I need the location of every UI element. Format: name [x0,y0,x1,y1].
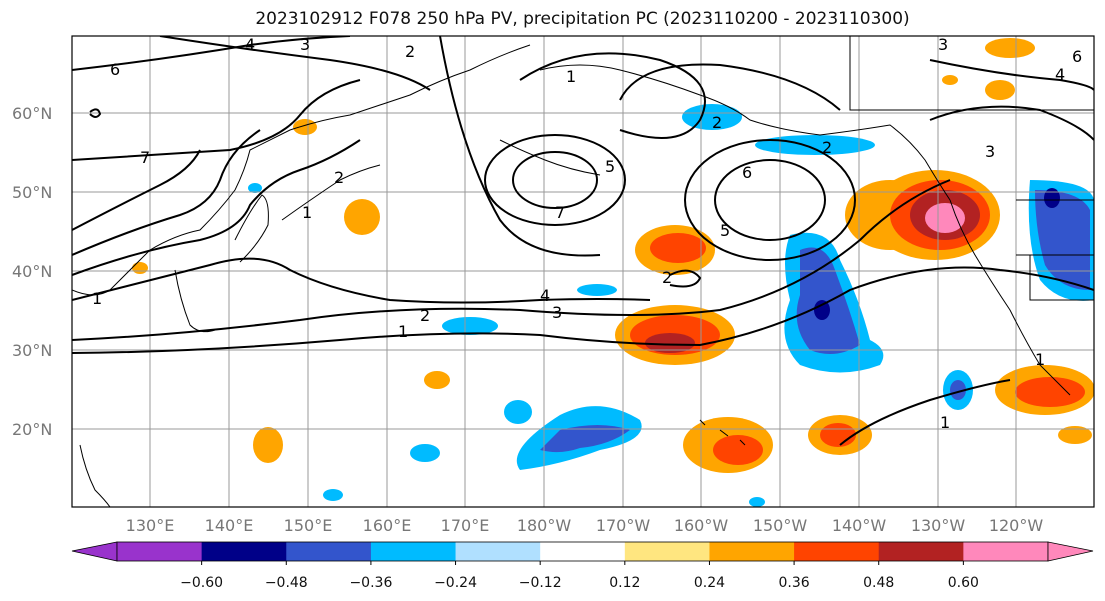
contour-label: 1 [940,413,950,432]
contour-label: 6 [1072,47,1082,66]
colorbar-segment [709,542,795,561]
map-frame [71,35,1095,508]
colorbar-segment [286,542,372,561]
contour-label: 3 [300,35,310,54]
lon-label: 170°E [441,516,490,535]
colorbar-segment [370,542,457,561]
colorbar-segment [201,542,287,561]
precip-positive-regions [132,38,1094,473]
map-title: 2023102912 F078 250 hPa PV, precipitatio… [255,9,910,29]
contour-label: 3 [938,35,948,54]
contour-label: 3 [985,142,995,161]
colorbar-tick-label: −0.12 [519,575,562,591]
colorbar-segment [540,542,626,561]
colorbar-tick-label: 0.12 [609,575,640,591]
contour-label: 6 [742,163,752,182]
contour-label: 1 [566,67,576,86]
contour-label: 2 [405,42,415,61]
lon-label: 160°W [674,516,729,535]
longitude-labels: 130°E 140°E 150°E 160°E 170°E 180°W 170°… [126,516,1044,535]
lon-label: 130°W [911,516,966,535]
lat-label: 50°N [12,183,52,202]
colorbar-segment [624,542,710,561]
contour-label: 7 [555,203,565,222]
contour-label: 1 [302,203,312,222]
lon-label: 130°E [126,516,175,535]
lat-label: 40°N [12,262,52,281]
contour-label: 3 [552,303,562,322]
lon-label: 150°E [284,516,333,535]
contour-label: 2 [712,113,722,132]
contour-label: 5 [720,221,730,240]
lon-label: 150°W [753,516,808,535]
contour-label: 2 [662,268,672,287]
lat-label: 30°N [12,341,52,360]
contour-label: 1 [398,322,408,341]
colorbar-tick-label: −0.60 [180,575,223,591]
contour-label: 6 [110,60,120,79]
lon-label: 140°E [205,516,254,535]
coastlines [72,36,1094,507]
contour-label: 2 [420,306,430,325]
lon-label: 180°W [517,516,572,535]
lon-label: 120°W [989,516,1044,535]
contour-labels: 4 3 2 6 1 7 2 1 2 5 7 6 5 2 4 3 2 1 1 3 … [92,35,1082,432]
colorbar-segment [794,542,880,561]
lat-label: 60°N [12,104,52,123]
lon-label: 160°E [363,516,412,535]
colorbar-tick-label: 0.60 [948,575,979,591]
contour-label: 1 [1035,350,1045,369]
contour-label: 4 [540,286,550,305]
contour-label: 2 [822,138,832,157]
contour-label: 5 [605,157,615,176]
colorbar-segment [455,542,541,561]
colorbar: −0.60 −0.48 −0.36 −0.24 −0.12 0.12 0.24 0.36 0.4… [71,541,1094,591]
pv-contours [72,36,1094,446]
colorbar-tick-label: −0.36 [349,575,392,591]
colorbar-tick-label: −0.24 [434,575,477,591]
colorbar-segment [117,542,203,561]
lat-label: 20°N [12,420,52,439]
contour-label: 1 [92,289,102,308]
contour-label: 4 [1055,65,1065,84]
lon-label: 140°W [832,516,887,535]
colorbar-segment [963,542,1049,561]
colorbar-tick-label: −0.48 [265,575,308,591]
contour-label: 2 [334,168,344,187]
contour-label: 7 [140,148,150,167]
latitude-labels: 60°N 50°N 40°N 30°N 20°N [12,104,52,439]
colorbar-extend-max [1047,541,1094,562]
lon-label: 170°W [596,516,651,535]
colorbar-segment [878,542,964,561]
colorbar-extend-min [71,541,118,562]
colorbar-tick-label: 0.24 [694,575,725,591]
colorbar-tick-label: 0.36 [779,575,810,591]
colorbar-tick-label: 0.48 [863,575,894,591]
contour-label: 4 [245,35,255,54]
